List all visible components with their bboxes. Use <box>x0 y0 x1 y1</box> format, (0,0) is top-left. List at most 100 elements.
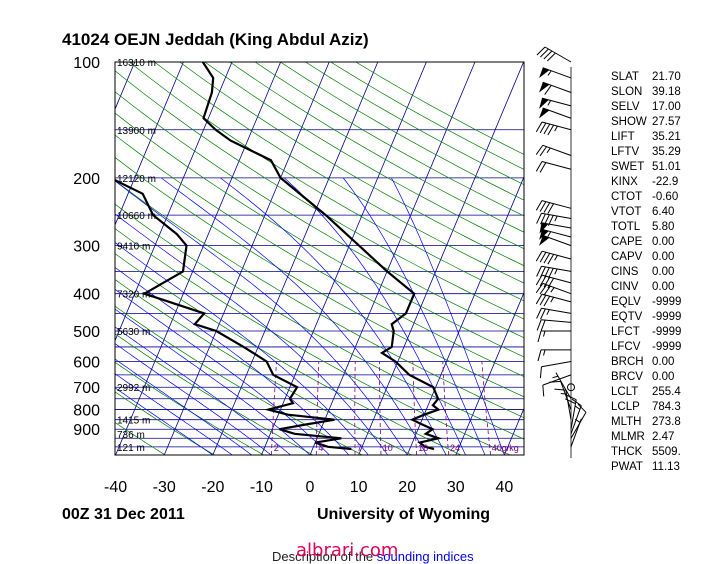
index-value: 0.00 <box>652 265 674 280</box>
wind-barb-staff <box>542 201 571 209</box>
wind-barb-staff <box>542 275 571 283</box>
index-name: THCK <box>611 445 652 460</box>
wind-barb <box>565 399 575 404</box>
mixing-ratio-label: 7 <box>357 443 362 453</box>
wind-half-barb <box>555 216 557 221</box>
index-name: TOTL <box>611 220 652 235</box>
index-name: LIFT <box>611 130 652 145</box>
index-name: CAPE <box>611 235 652 250</box>
temperature-tick-label: -40 <box>104 479 127 496</box>
mixing-ratio-label: 10 <box>383 443 393 453</box>
wind-half-barb <box>555 269 557 274</box>
mixing-ratio-label: 24 <box>450 443 460 453</box>
isotherm-line <box>359 62 524 455</box>
index-name: LCLT <box>611 385 652 400</box>
moist-adiabat-line <box>391 178 504 455</box>
index-name: SLON <box>611 85 652 100</box>
moist-adiabat-line <box>5 178 349 455</box>
wind-barb <box>543 385 544 396</box>
index-value: 0.00 <box>652 355 674 370</box>
moist-adiabat-line <box>0 178 213 455</box>
pressure-tick-label: 700 <box>73 380 100 397</box>
wind-half-barb <box>544 350 546 356</box>
height-label: 16310 m <box>117 58 156 69</box>
pressure-tick-label: 200 <box>73 171 100 188</box>
wind-half-barb <box>575 406 580 409</box>
index-name: SELV <box>611 100 652 115</box>
index-name: CAPV <box>611 250 652 265</box>
index-value: -9999 <box>652 310 681 325</box>
mixing-ratio-label: 2 <box>274 443 279 453</box>
mixing-ratio-label: 40g/kg <box>492 443 519 453</box>
pressure-tick-label: 300 <box>73 239 100 256</box>
index-value: -22.9 <box>652 175 678 190</box>
wind-barb-staff <box>542 162 571 170</box>
pressure-tick-label: 100 <box>73 55 100 72</box>
temperature-profile-line <box>203 62 439 449</box>
index-value: 5509. <box>652 445 681 460</box>
index-value: 27.57 <box>652 115 681 130</box>
temperature-tick-label: -10 <box>250 479 273 496</box>
wind-half-barb <box>548 100 551 105</box>
wind-barb-staff <box>541 320 571 323</box>
dry-adiabat-line <box>3 62 658 455</box>
pressure-tick-label: 500 <box>73 324 100 341</box>
height-label: 121 m <box>117 443 145 454</box>
index-value: 21.70 <box>652 70 681 85</box>
index-name: CTOT <box>611 190 652 205</box>
dewpoint-profile-line <box>72 62 352 449</box>
index-name: BRCV <box>611 370 652 385</box>
index-value: 51.01 <box>652 160 681 175</box>
index-value: 39.18 <box>652 85 681 100</box>
wind-barb <box>538 350 541 361</box>
index-value: 0.00 <box>652 235 674 250</box>
index-name: MLMR <box>611 430 652 445</box>
index-value: 0.00 <box>652 280 674 295</box>
height-label: 10660 m <box>117 211 156 222</box>
temperature-tick-label: 30 <box>447 479 465 496</box>
pressure-tick-label: 400 <box>73 287 100 304</box>
wind-half-barb <box>555 255 558 260</box>
wind-half-barb <box>548 232 551 237</box>
plot-area <box>0 62 715 455</box>
height-label: 736 m <box>117 430 145 441</box>
height-label: 7320 m <box>117 290 150 301</box>
temperature-tick-label: 20 <box>398 479 416 496</box>
observation-time: 00Z 31 Dec 2011 <box>62 506 185 524</box>
wind-half-barb <box>551 288 554 293</box>
wind-barb-staff <box>542 308 572 313</box>
wind-barb-staff <box>556 373 571 399</box>
wind-barb-staff <box>571 400 576 430</box>
temperature-tick-label: -20 <box>201 479 224 496</box>
wind-barb-staff <box>543 283 571 293</box>
index-row: KINX-22.9 <box>611 175 681 190</box>
height-label: 13900 m <box>117 126 156 137</box>
index-name: MLTH <box>611 415 652 430</box>
index-name: LCLP <box>611 400 652 415</box>
index-name: EQTV <box>611 310 652 325</box>
height-label: 1415 m <box>117 416 150 427</box>
index-name: CINS <box>611 265 652 280</box>
wind-barb <box>549 381 560 382</box>
wind-barb-staff <box>543 145 571 155</box>
wind-half-barb <box>548 71 551 76</box>
index-name: CINV <box>611 280 652 295</box>
pressure-tick-label: 600 <box>73 354 100 371</box>
wind-barb-staff <box>542 361 572 366</box>
index-value: 2.47 <box>652 430 674 445</box>
wind-barb <box>541 320 545 331</box>
